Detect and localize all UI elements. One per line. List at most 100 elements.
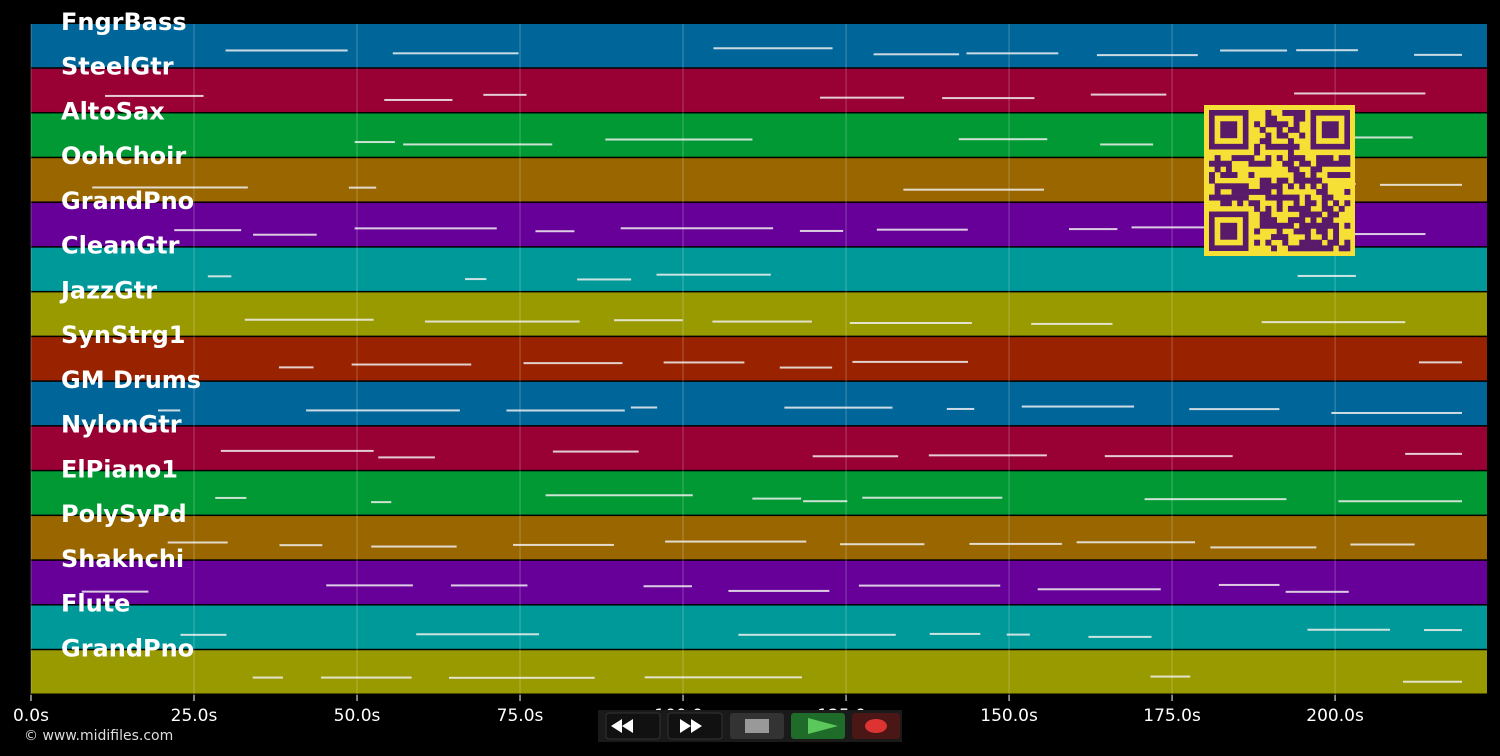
note (244, 318, 374, 321)
qr-cell (1276, 228, 1283, 235)
rewind-button[interactable] (605, 712, 661, 740)
note (713, 47, 833, 50)
track-label: Shakhchi (61, 545, 184, 573)
qr-cell (1338, 155, 1345, 162)
forward-button[interactable] (667, 712, 723, 740)
qr-cell (1254, 160, 1261, 167)
note (663, 361, 745, 364)
qr-cell (1321, 217, 1328, 224)
track-band (31, 426, 1487, 470)
note (1405, 452, 1462, 455)
note (665, 540, 807, 543)
qr-cell (1259, 211, 1266, 218)
qr-cell (1310, 177, 1317, 184)
track-label: GrandPno (61, 187, 194, 215)
qr-cell (1271, 115, 1277, 122)
qr-cell (1304, 211, 1311, 218)
qr-cell (1333, 234, 1340, 241)
qr-cell (1321, 200, 1328, 207)
note (1296, 49, 1358, 52)
note (779, 366, 833, 369)
qr-cell (1231, 155, 1238, 162)
qr-cell (1287, 222, 1294, 229)
qr-cell (1225, 183, 1232, 190)
qr-cell (1259, 126, 1266, 133)
track-band (31, 381, 1487, 426)
qr-cell (1265, 188, 1272, 195)
qr-cell (1259, 222, 1266, 229)
qr-cell (1327, 155, 1334, 162)
note (1189, 408, 1280, 411)
qr-cell (1316, 228, 1323, 235)
track-label: GM Drums (61, 366, 201, 394)
note (1414, 53, 1462, 56)
note (157, 409, 181, 412)
tick-label: 175.0s (1143, 706, 1201, 726)
note (958, 138, 1048, 141)
qr-cell (1299, 228, 1306, 235)
qr-cell (1259, 217, 1266, 224)
qr-cell (1310, 200, 1317, 207)
qr-cell (1248, 200, 1255, 207)
qr-cell (1287, 155, 1294, 162)
qr-cell (1259, 177, 1266, 184)
track-label: OohChoir (61, 142, 186, 170)
qr-cell (1265, 239, 1272, 246)
qr-cell (1293, 115, 1300, 122)
qr-cell (1276, 222, 1283, 229)
qr-cell (1344, 245, 1351, 252)
track-label: SynStrg1 (61, 321, 186, 349)
note (620, 227, 774, 230)
track-band (31, 560, 1487, 605)
qr-cell (1271, 245, 1277, 252)
note (449, 676, 595, 679)
note (969, 542, 1062, 545)
qr-cell (1321, 222, 1328, 229)
note (403, 143, 553, 146)
note (465, 278, 487, 281)
qr-cell (1271, 143, 1277, 150)
record-button[interactable] (852, 713, 900, 739)
qr-cell (1327, 239, 1334, 246)
qr-cell (1287, 217, 1294, 224)
qr-cell (1293, 194, 1300, 201)
qr-cell (1265, 194, 1272, 201)
qr-cell (1304, 205, 1311, 212)
play-button[interactable] (791, 713, 845, 739)
qr-cell (1265, 132, 1272, 139)
stop-button[interactable] (730, 713, 784, 739)
qr-cell (1338, 160, 1345, 167)
note (348, 186, 377, 189)
qr-cell (1265, 115, 1272, 122)
note (1210, 546, 1317, 549)
qr-cell (1304, 245, 1311, 252)
qr-cell (1287, 149, 1294, 156)
qr-cell (1338, 205, 1345, 212)
qr-cell (1321, 183, 1328, 190)
qr-cell (1271, 217, 1277, 224)
note (1021, 405, 1135, 408)
qr-cell (1271, 234, 1277, 241)
note (105, 94, 204, 97)
note (656, 273, 771, 276)
qr-cell (1282, 234, 1289, 241)
qr-cell (1287, 194, 1294, 201)
qr-cell (1344, 155, 1351, 162)
qr-cell (1231, 194, 1238, 201)
note (1131, 226, 1244, 229)
qr-cell (1287, 183, 1294, 190)
qr-cell (1344, 200, 1351, 207)
note (351, 363, 472, 366)
track-labels: FngrBass SteelGtr AltoSax OohChoir GrandPno C… (59, 8, 201, 662)
qr-cell (1293, 166, 1300, 173)
qr-cell (1254, 200, 1261, 207)
note (253, 233, 317, 236)
qr-cell (1321, 194, 1328, 201)
note (1290, 233, 1426, 236)
note (535, 230, 575, 233)
qr-cell (1287, 110, 1294, 116)
note (1090, 93, 1167, 96)
note (643, 585, 692, 588)
qr-cell (1338, 245, 1345, 252)
qr-cell (1276, 200, 1283, 207)
